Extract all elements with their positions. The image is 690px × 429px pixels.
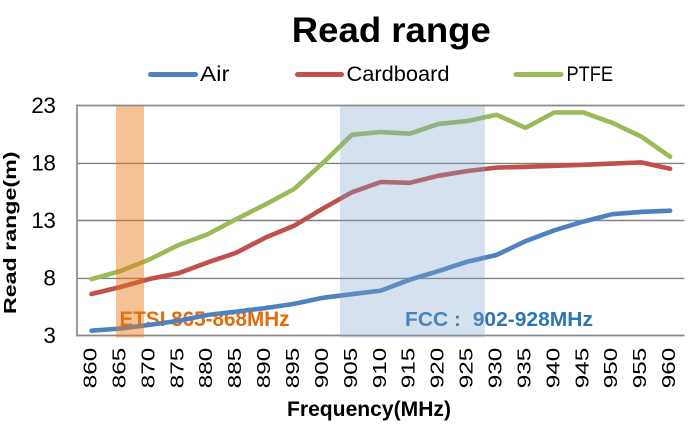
svg-text:FCC : 902-928MHz: FCC : 902-928MHz bbox=[405, 308, 593, 331]
svg-text:18: 18 bbox=[31, 151, 55, 176]
svg-text:3: 3 bbox=[43, 323, 55, 348]
svg-text:13: 13 bbox=[31, 208, 55, 233]
svg-text:960: 960 bbox=[658, 348, 679, 389]
svg-text:860: 860 bbox=[80, 348, 101, 389]
svg-text:900: 900 bbox=[311, 348, 332, 389]
svg-text:940: 940 bbox=[543, 348, 564, 389]
svg-text:950: 950 bbox=[601, 348, 622, 389]
svg-text:865: 865 bbox=[109, 348, 130, 389]
svg-text:8: 8 bbox=[43, 266, 55, 291]
svg-text:Air: Air bbox=[200, 63, 230, 86]
svg-text:945: 945 bbox=[572, 348, 593, 389]
svg-text:Frequency(MHz): Frequency(MHz) bbox=[287, 398, 451, 421]
svg-text:955: 955 bbox=[630, 348, 651, 389]
svg-text:880: 880 bbox=[196, 348, 217, 389]
svg-text:890: 890 bbox=[253, 348, 274, 389]
svg-text:935: 935 bbox=[514, 348, 535, 389]
svg-text:Read range(m): Read range(m) bbox=[0, 152, 20, 314]
svg-text:23: 23 bbox=[31, 93, 55, 118]
svg-text:930: 930 bbox=[485, 348, 506, 389]
svg-text:925: 925 bbox=[456, 348, 477, 389]
svg-text:875: 875 bbox=[167, 348, 188, 389]
svg-text:915: 915 bbox=[398, 348, 419, 389]
svg-text:Cardboard: Cardboard bbox=[347, 63, 450, 86]
svg-text:910: 910 bbox=[369, 348, 390, 389]
svg-text:885: 885 bbox=[224, 348, 245, 389]
svg-text:870: 870 bbox=[138, 348, 159, 389]
svg-text:905: 905 bbox=[340, 348, 361, 389]
svg-text:Read range: Read range bbox=[292, 11, 491, 50]
svg-text:PTFE: PTFE bbox=[567, 63, 614, 86]
svg-text:920: 920 bbox=[427, 348, 448, 389]
svg-text:895: 895 bbox=[282, 348, 303, 389]
